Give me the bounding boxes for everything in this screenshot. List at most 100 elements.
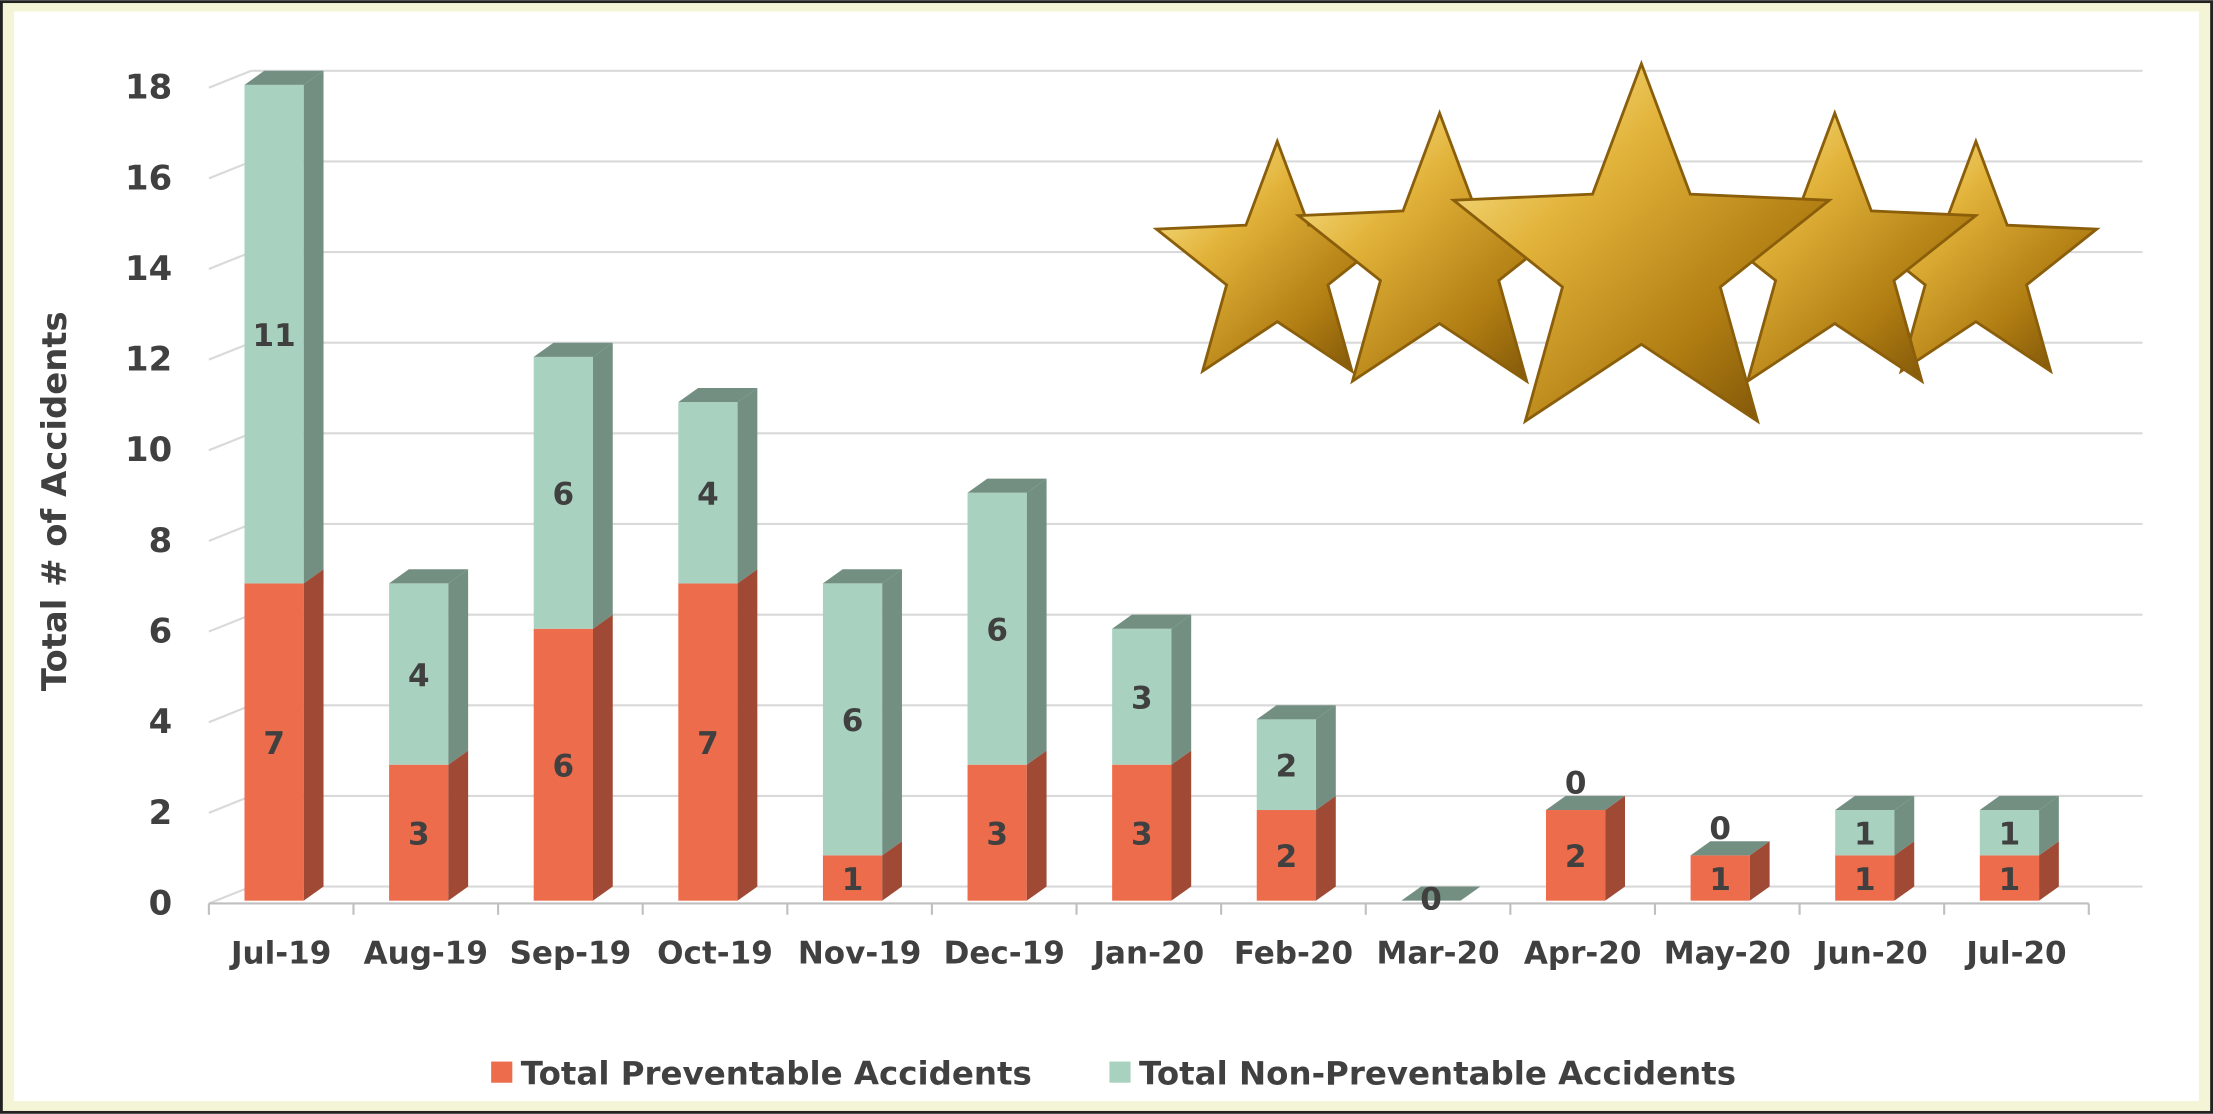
bar [244,583,304,901]
y-tick-label: 10 [125,430,172,469]
bar-side [592,342,613,629]
bar [678,402,738,584]
bar-top [533,342,613,357]
bar [1112,628,1172,765]
x-tick-label: Nov-19 [798,935,922,971]
data-label: 11 [253,318,296,354]
bar [533,628,593,901]
bar [1979,810,2040,856]
bar-side [1026,478,1047,765]
bar-side [1171,614,1192,765]
x-tick-label: Jan-20 [1092,935,1205,971]
data-label: 6 [986,613,1008,649]
y-tick-label: 0 [149,883,173,922]
grid-depth [208,251,252,270]
bar-side [737,569,758,901]
x-tick-label: Apr-20 [1524,935,1642,971]
x-tick-label: Mar-20 [1376,935,1499,971]
grid-depth [208,523,252,542]
bar-top [1545,795,1626,811]
x-tick-label: Sep-19 [510,935,632,971]
data-label: 3 [1131,681,1153,717]
y-axis-title: Total # of Accidents [35,311,74,691]
bar [1545,810,1606,901]
bar [244,84,304,584]
bar-side [448,750,469,901]
y-tick-label: 6 [149,611,173,650]
bars: 711Jul-1934Aug-1966Sep-1974Oct-1916Nov-1… [229,70,2067,971]
grid-depth [208,794,252,814]
bar [967,764,1027,901]
bar-side [1749,841,1770,901]
data-label: 1 [842,862,864,898]
bar-side [1605,795,1626,901]
x-tick-label: Feb-20 [1234,935,1353,971]
grid-depth [208,341,252,361]
bar-top [822,569,902,584]
y-tick-label: 4 [149,702,173,741]
data-label: 4 [408,658,430,694]
bar-top [1256,705,1336,720]
bar [1690,855,1750,901]
data-label: 1 [1854,862,1876,898]
grid-depth [208,160,252,180]
bar [1835,855,1895,901]
bar-side [592,614,613,901]
bar [1112,764,1172,901]
bar [822,855,883,901]
data-label: 0 [1709,811,1731,847]
data-label: 2 [1276,839,1298,875]
data-label: 6 [553,477,575,513]
legend-label: Total Preventable Accidents [521,1055,1032,1093]
bar [533,356,593,629]
bar [1256,810,1317,901]
data-label: 1 [1999,862,2021,898]
grid-depth [208,704,252,724]
bar-side [1316,795,1336,901]
data-label: 1 [1709,862,1731,898]
bar-side [2039,795,2059,856]
legend-swatch [1109,1061,1131,1083]
bar-top [244,70,324,85]
bar-side [2039,841,2059,901]
y-tick-label: 12 [125,340,172,379]
data-label: 0 [1565,766,1587,802]
data-label: 1 [1999,817,2021,853]
x-tick-label: Jun-20 [1814,935,1928,971]
y-tick-label: 8 [149,521,173,560]
legend-label: Total Non-Preventable Accidents [1139,1055,1736,1093]
bar [678,583,738,901]
bar-top [1835,795,1915,811]
bar-side [882,841,902,901]
bar-side [1026,750,1047,901]
bar-side [737,388,758,584]
bar [1979,855,2040,901]
data-label: 7 [263,726,285,762]
bar-side [303,569,324,901]
star [1449,59,1834,425]
data-label: 6 [553,749,575,785]
bar [1256,719,1317,811]
bar [967,492,1027,765]
bar-side [882,569,902,856]
bar [822,583,883,856]
bar-side [1171,750,1192,901]
bar [1835,810,1895,856]
bar-side [303,70,324,584]
bar-top [389,569,469,584]
data-label: 2 [1565,839,1587,875]
legend-swatch [491,1061,513,1083]
y-tick-label: 18 [125,68,172,107]
bar-top [678,388,758,403]
grid-depth [208,69,252,89]
y-tick-label: 2 [149,793,173,832]
bar-top [967,478,1047,493]
stars-decoration [1152,59,2101,425]
data-label: 3 [986,817,1008,853]
data-label: 2 [1276,749,1298,785]
data-label: 7 [697,726,719,762]
x-tick-label: May-20 [1664,935,1791,971]
data-label: 3 [408,817,430,853]
y-tick-label: 14 [125,249,172,288]
